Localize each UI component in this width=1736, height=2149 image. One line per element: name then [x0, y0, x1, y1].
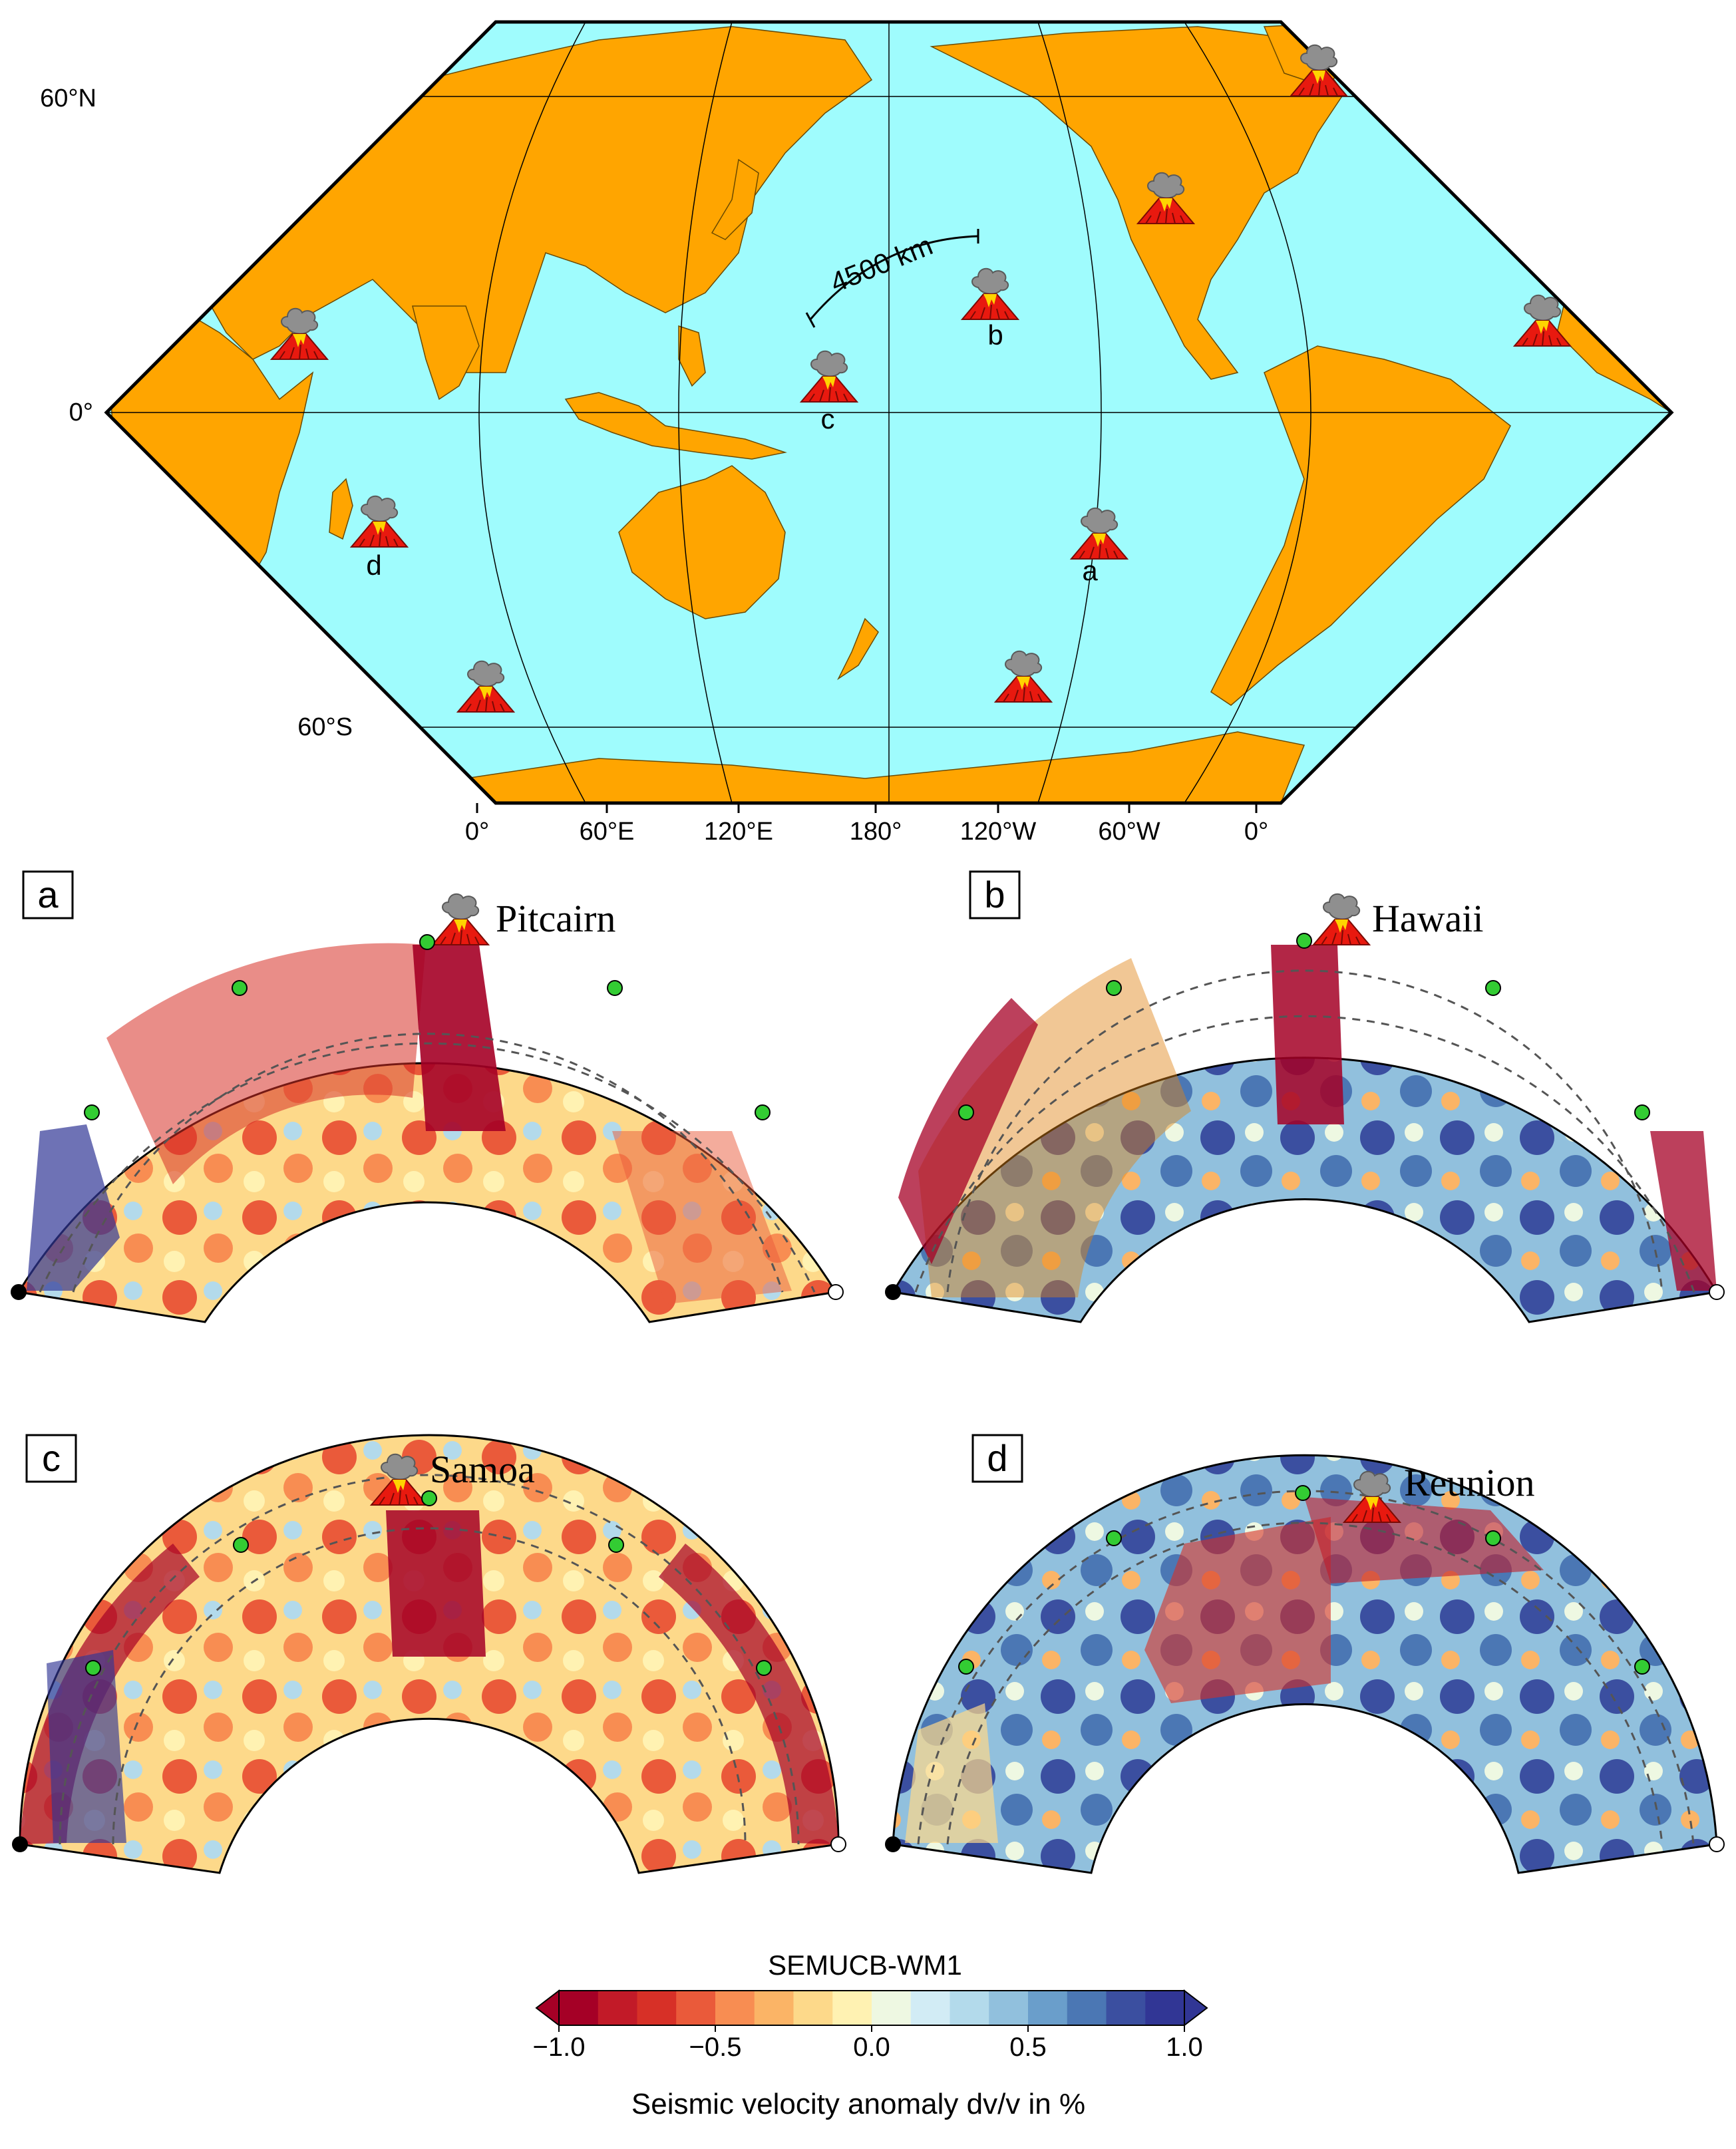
south-america-landmass	[1210, 345, 1511, 706]
anomaly-region	[918, 958, 1191, 1297]
antarctica-landmass	[464, 731, 1305, 803]
lon-label-180: 180°	[850, 818, 902, 846]
anomaly-region	[47, 1650, 126, 1843]
madagascar	[329, 478, 353, 540]
colorbar-swatch	[793, 1991, 833, 2025]
australia-landmass	[618, 465, 786, 619]
colorbar-swatch	[832, 1991, 872, 2025]
anomaly-region	[1650, 1131, 1717, 1291]
panel-a: a Pitcairn	[11, 870, 844, 1323]
colorbar-swatch	[989, 1991, 1029, 2025]
panel-d: d Reunion	[885, 1434, 1725, 1874]
colorbar-swatch	[872, 1991, 912, 2025]
site-letter-d: d	[366, 550, 381, 581]
lon-label-60w: 60°W	[1098, 818, 1160, 846]
panel-letter-box	[22, 870, 74, 919]
dashed-depth-line	[946, 1522, 1663, 1845]
anomaly-region	[386, 1510, 486, 1657]
colorbar-swatch	[1067, 1991, 1107, 2025]
lat-label-0: 0°	[69, 399, 93, 426]
anomaly-region	[612, 1131, 792, 1304]
india	[412, 305, 480, 401]
panel-letter: c	[42, 1437, 61, 1479]
panel-letter-box	[25, 1434, 77, 1483]
colorbar-min-arrow	[535, 1989, 560, 2027]
lon-label-60e: 60°E	[580, 818, 635, 846]
station-markers	[12, 1490, 846, 1852]
dashed-depth-line	[112, 1527, 747, 1845]
anomaly-region	[106, 943, 426, 1184]
volcano-icon	[432, 893, 489, 945]
colorbar-tick-label: −1.0	[533, 2033, 586, 2062]
colorbar-tick-label: −0.5	[689, 2033, 742, 2062]
station-markers	[885, 933, 1725, 1300]
anomaly-region	[413, 945, 506, 1131]
lon-label-120e: 120°E	[704, 818, 773, 846]
philippines	[678, 325, 706, 387]
panel-b: b Hawaii	[885, 870, 1725, 1323]
lon-ticks	[476, 803, 1258, 813]
hotspot-name: Reunion	[1404, 1461, 1535, 1504]
colorbar-swatch	[1028, 1991, 1068, 2025]
colorbar-swatch	[598, 1991, 637, 2025]
colorbar-swatch	[950, 1991, 989, 2025]
lon-label-120w: 120°W	[960, 818, 1037, 846]
anomaly-region	[898, 998, 1038, 1264]
colorbar-ticks: −1.0 −0.5 0.0 0.5 1.0	[533, 2025, 1203, 2062]
colorbar-swatch	[676, 1991, 716, 2025]
colorbar-max-arrow	[1184, 1989, 1208, 2027]
anomaly-region	[659, 1544, 838, 1844]
dashed-depth-line	[39, 1042, 816, 1293]
panel-letter: a	[37, 874, 59, 915]
colorbar-swatch	[559, 1991, 599, 2025]
hotspot-name: Samoa	[430, 1448, 535, 1491]
colorbar-swatch	[715, 1991, 755, 2025]
dashed-depth-line	[946, 969, 1663, 1293]
panel-c: c Samoa	[12, 1434, 846, 1874]
colorbar: SEMUCB-WM1 −1.0 −0.5 0.0 0.5 1.0 Seismic vel…	[533, 1949, 1208, 2120]
colorbar-swatch	[754, 1991, 794, 2025]
colorbar-tick-label: 1.0	[1166, 2033, 1203, 2062]
site-letters: a b c d	[366, 319, 1098, 586]
hotspot-name: Pitcairn	[496, 897, 615, 940]
panel-letter-box	[971, 1434, 1023, 1483]
colorbar-swatch	[637, 1991, 677, 2025]
site-letter-a: a	[1082, 555, 1098, 586]
hotspot-name: Hawaii	[1372, 897, 1484, 940]
dashed-depth-line	[72, 1033, 784, 1293]
colorbar-tick-label: 0.0	[853, 2033, 890, 2062]
volcano-icon	[1313, 893, 1370, 945]
colorbar-swatch	[1145, 1991, 1185, 2025]
japan	[711, 158, 759, 240]
colorbar-swatches	[535, 1989, 1208, 2027]
colorbar-label: Seismic velocity anomaly dv/v in %	[631, 2088, 1085, 2120]
site-letter-c: c	[821, 403, 835, 434]
anomaly-region	[27, 1124, 120, 1291]
panel-letter: b	[984, 874, 1005, 915]
lon-label-0-right: 0°	[1244, 818, 1268, 846]
colorbar-tick-label: 0.5	[1009, 2033, 1047, 2062]
station-markers	[11, 934, 844, 1300]
lon-labels: 0° 60°E 120°E 180° 120°W 60°W 0°	[465, 818, 1268, 846]
colorbar-swatch	[1106, 1991, 1146, 2025]
anomaly-region	[1144, 1517, 1331, 1703]
lon-label-0: 0°	[465, 818, 489, 846]
site-letter-b: b	[987, 319, 1003, 351]
indonesia	[564, 392, 787, 460]
station-markers	[885, 1485, 1725, 1852]
new-zealand	[837, 617, 879, 681]
lat-label-60n: 60°N	[40, 84, 96, 112]
colorbar-title: SEMUCB-WM1	[768, 1949, 962, 1981]
world-map: 60°N 0° 60°S 0° 60°E 120°E 180° 120°W 60…	[40, 20, 1674, 846]
anomaly-region	[1271, 945, 1344, 1124]
colorbar-swatch	[910, 1991, 950, 2025]
dashed-depth-line	[914, 1015, 1695, 1293]
panel-letter-box	[969, 870, 1021, 919]
map-frame	[104, 20, 1674, 805]
lat-label-60s: 60°S	[297, 713, 353, 741]
panel-letter: d	[987, 1437, 1007, 1479]
graticule	[106, 22, 1671, 803]
